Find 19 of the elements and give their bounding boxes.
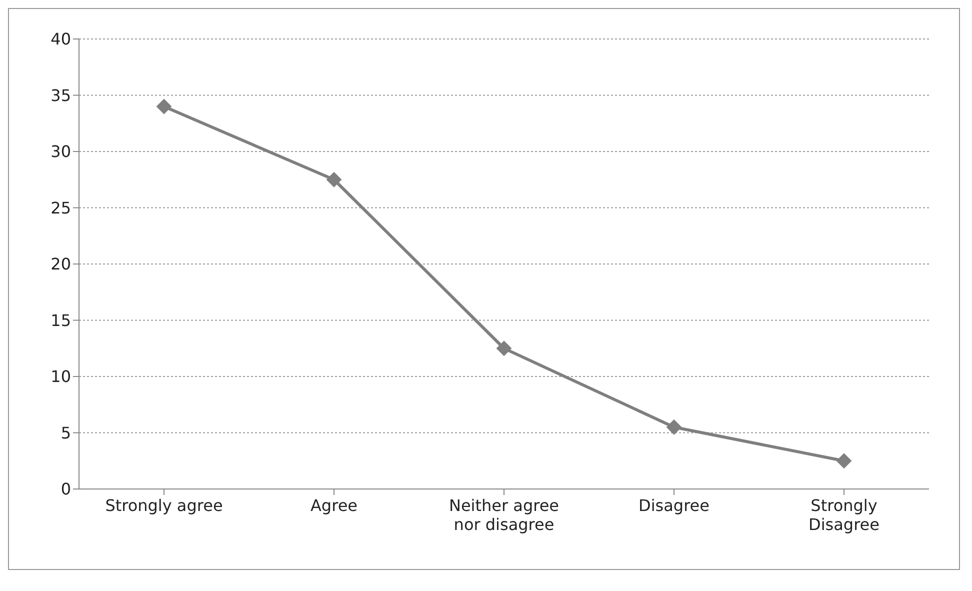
y-tick-label: 5 [60, 423, 71, 442]
point [836, 453, 852, 468]
y-tick-label: 10 [50, 367, 71, 386]
x-tick-label: Disagree [638, 496, 710, 515]
point [496, 340, 512, 356]
y-tick-label: 20 [50, 254, 71, 274]
x-tick-label: Strongly agree [105, 496, 223, 515]
y-tick-label: 25 [50, 198, 71, 218]
y-tick-label: 15 [50, 310, 71, 330]
point [326, 172, 342, 188]
point [666, 420, 682, 435]
x-tick-label: Agree [310, 496, 358, 515]
point [156, 99, 172, 114]
x-tick-label: Neither agree nor disagree [448, 496, 560, 534]
y-tick-label: 40 [50, 30, 71, 49]
y-tick-label: 0 [60, 480, 71, 499]
y-tick-label: 35 [50, 86, 71, 105]
y-tick-label: 30 [50, 142, 71, 162]
x-tick-label: Strongly Disagree [808, 496, 880, 534]
